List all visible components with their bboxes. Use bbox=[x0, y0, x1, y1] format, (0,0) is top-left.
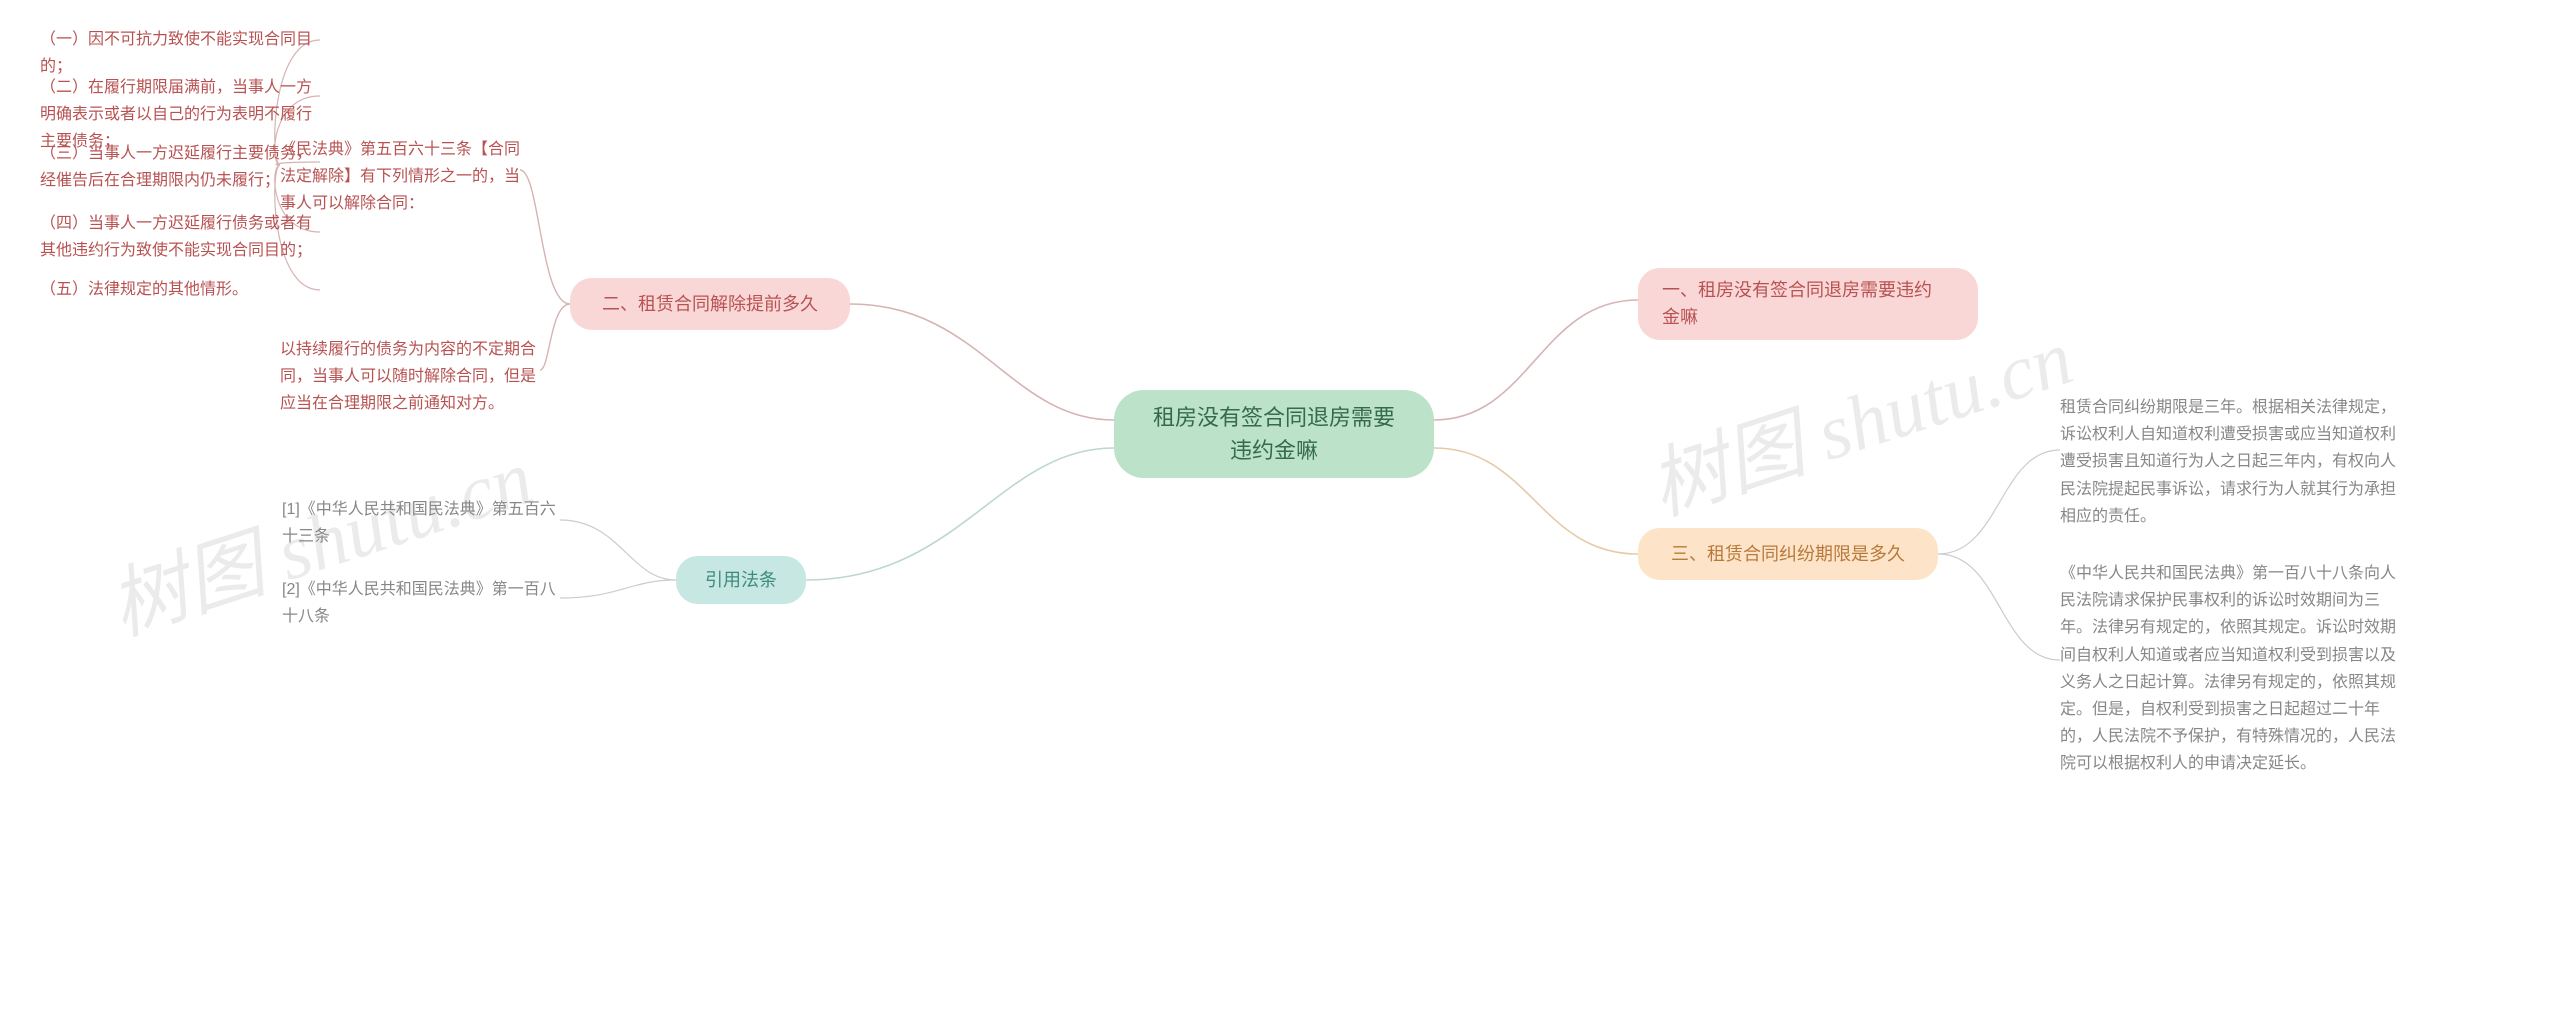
leaf-text: 以持续履行的债务为内容的不定期合同，当事人可以随时解除合同，但是应当在合理期限之… bbox=[280, 336, 540, 418]
branch-node-1[interactable]: 一、租房没有签合同退房需要违约 金嘛 bbox=[1638, 268, 1978, 340]
leaf-text: 《中华人民共和国民法典》第一百八十八条向人民法院请求保护民事权利的诉讼时效期间为… bbox=[2060, 560, 2400, 778]
leaf-text: （四）当事人一方迟延履行债务或者有其他违约行为致使不能实现合同目的； bbox=[40, 210, 320, 264]
leaf-text: （五）法律规定的其他情形。 bbox=[40, 276, 320, 303]
leaf-text: （三）当事人一方迟延履行主要债务，经催告后在合理期限内仍未履行； bbox=[40, 140, 320, 194]
leaf-text: 租赁合同纠纷期限是三年。根据相关法律规定，诉讼权利人自知道权利遭受损害或应当知道… bbox=[2060, 394, 2400, 530]
branch-node-3[interactable]: 三、租赁合同纠纷期限是多久 bbox=[1638, 528, 1938, 580]
center-node[interactable]: 租房没有签合同退房需要 违约金嘛 bbox=[1114, 390, 1434, 478]
leaf-text: [1]《中华人民共和国民法典》第五百六十三条 bbox=[282, 496, 562, 550]
leaf-text: （一）因不可抗力致使不能实现合同目的； bbox=[40, 26, 320, 80]
leaf-text: [2]《中华人民共和国民法典》第一百八十八条 bbox=[282, 576, 562, 630]
branch-node-2[interactable]: 二、租赁合同解除提前多久 bbox=[570, 278, 850, 330]
branch-node-4[interactable]: 引用法条 bbox=[676, 556, 806, 604]
